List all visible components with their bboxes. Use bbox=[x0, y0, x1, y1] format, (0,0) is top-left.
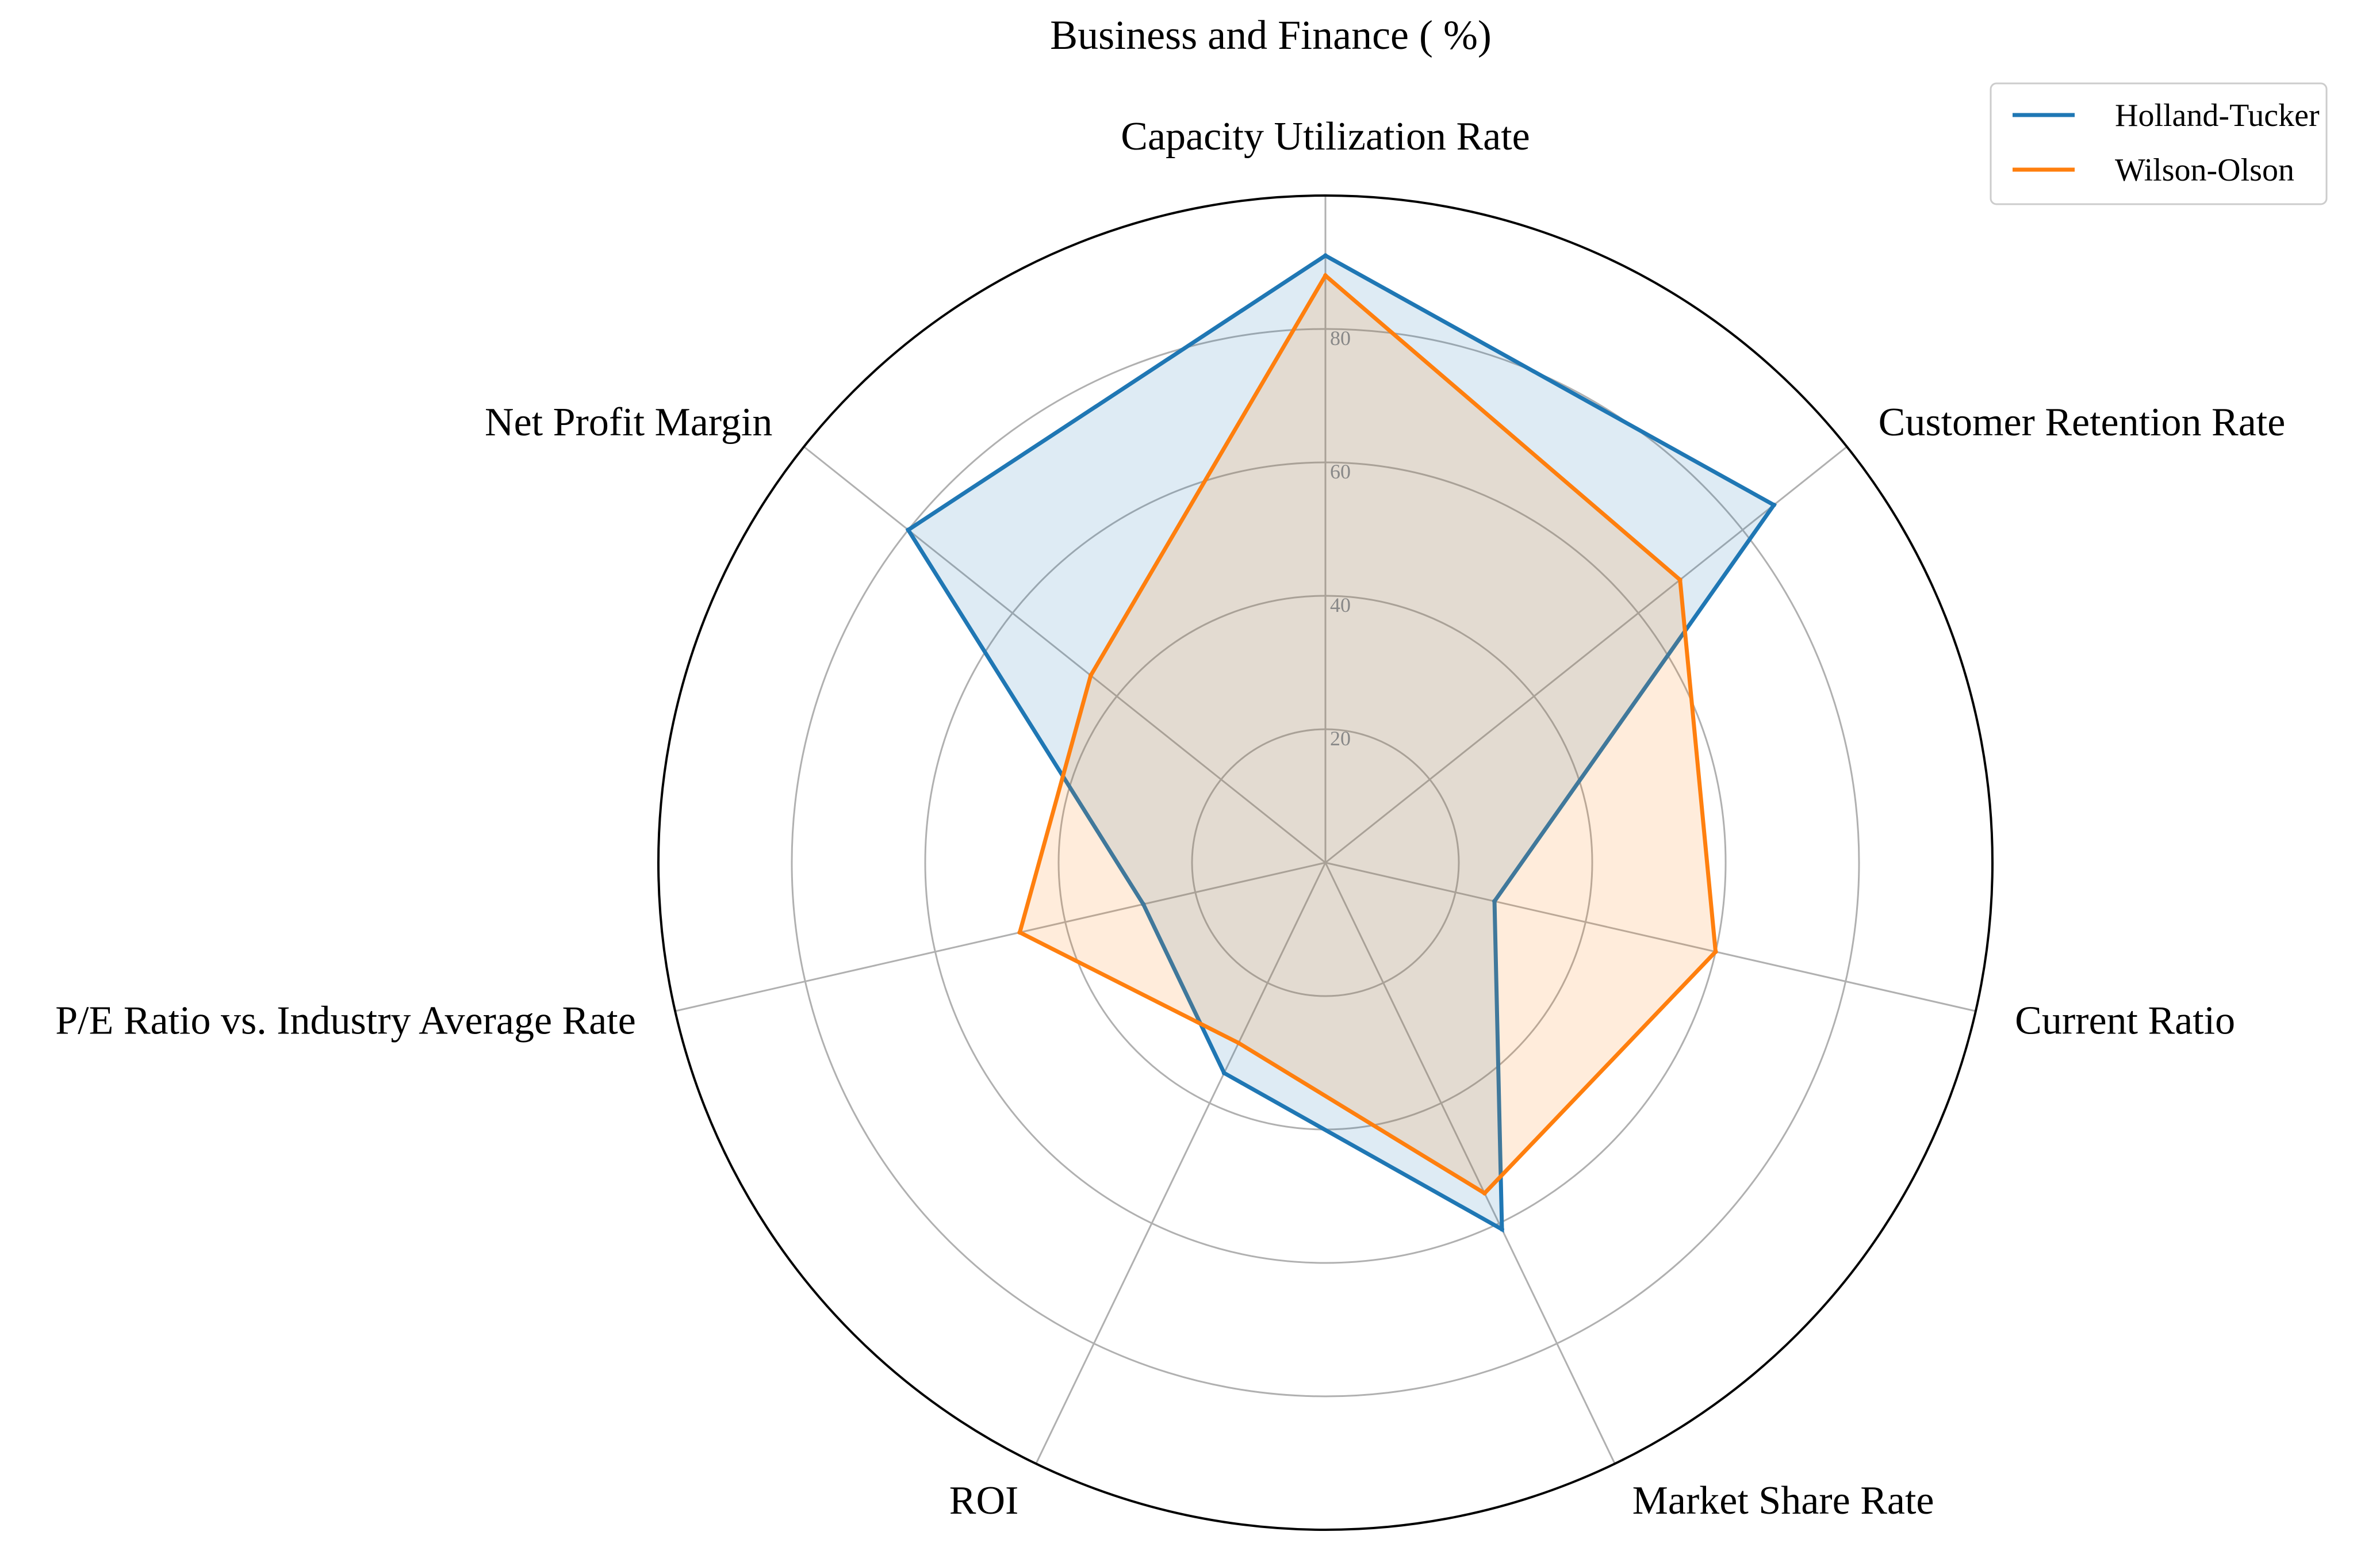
chart-title: Business and Finance ( %) bbox=[1050, 12, 1492, 58]
data-point-wilson-olson-p-e-ratio-vs-industry-average-rate bbox=[1017, 930, 1022, 935]
data-point-wilson-olson-net-profit-margin bbox=[1088, 673, 1093, 678]
axis-label-customer-retention-rate: Customer Retention Rate bbox=[1879, 400, 2286, 445]
axis-label-capacity-utilization-rate: Capacity Utilization Rate bbox=[1121, 114, 1530, 159]
axis-label-p-e-ratio-vs-industry-average-rate: P/E Ratio vs. Industry Average Rate bbox=[55, 999, 636, 1043]
series-line-wilson-olson bbox=[1017, 272, 1718, 1196]
data-point-holland-tucker-current-ratio bbox=[1492, 899, 1497, 904]
spoke-p-e-ratio-vs-industry-average-rate bbox=[674, 862, 1326, 1012]
radar-grid bbox=[657, 194, 1994, 1531]
data-point-wilson-olson-market-share-rate bbox=[1482, 1190, 1487, 1196]
data-point-holland-tucker-p-e-ratio-vs-industry-average-rate bbox=[1141, 902, 1146, 907]
spoke-market-share-rate bbox=[1324, 862, 1616, 1464]
data-point-wilson-olson-capacity-utilization-rate bbox=[1323, 273, 1328, 278]
series-area-wilson-olson bbox=[1020, 275, 1716, 1193]
spoke-roi bbox=[1035, 862, 1327, 1464]
legend: Holland-Tucker Wilson-Olson bbox=[1990, 82, 2328, 205]
series-line-holland-tucker bbox=[905, 253, 1777, 1233]
spoke-net-profit-margin bbox=[803, 446, 1326, 864]
radial-tick-labels: 20 40 60 80 bbox=[1330, 327, 1351, 750]
data-point-holland-tucker-capacity-utilization-rate bbox=[1323, 253, 1328, 258]
tick-label-60: 60 bbox=[1330, 460, 1351, 483]
data-point-wilson-olson-roi bbox=[1236, 1040, 1241, 1046]
data-point-holland-tucker-customer-retention-rate bbox=[1771, 503, 1776, 508]
data-point-wilson-olson-current-ratio bbox=[1713, 949, 1718, 954]
data-point-holland-tucker-roi bbox=[1221, 1070, 1227, 1075]
axis-label-current-ratio: Current Ratio bbox=[2015, 999, 2235, 1043]
radar-series bbox=[905, 253, 1777, 1233]
axis-label-market-share-rate: Market Share Rate bbox=[1632, 1479, 1934, 1523]
axis-labels: Capacity Utilization Rate Customer Retent… bbox=[55, 114, 2285, 1523]
data-point-holland-tucker-market-share-rate bbox=[1500, 1227, 1505, 1232]
data-point-wilson-olson-customer-retention-rate bbox=[1677, 577, 1683, 583]
data-point-holland-tucker-net-profit-margin bbox=[906, 527, 911, 533]
legend-label-wilson-olson: Wilson-Olson bbox=[2115, 152, 2294, 188]
legend-label-holland-tucker: Holland-Tucker bbox=[2115, 98, 2320, 133]
spoke-customer-retention-rate bbox=[1325, 446, 1848, 864]
series-area-holland-tucker bbox=[908, 255, 1774, 1230]
tick-label-20: 20 bbox=[1330, 727, 1351, 750]
tick-label-40: 40 bbox=[1330, 594, 1351, 617]
axis-label-roi: ROI bbox=[949, 1479, 1019, 1523]
tick-label-80: 80 bbox=[1330, 327, 1351, 350]
spoke-current-ratio bbox=[1325, 862, 1976, 1012]
axis-label-net-profit-margin: Net Profit Margin bbox=[485, 400, 772, 445]
outer-frame bbox=[657, 194, 1994, 1531]
